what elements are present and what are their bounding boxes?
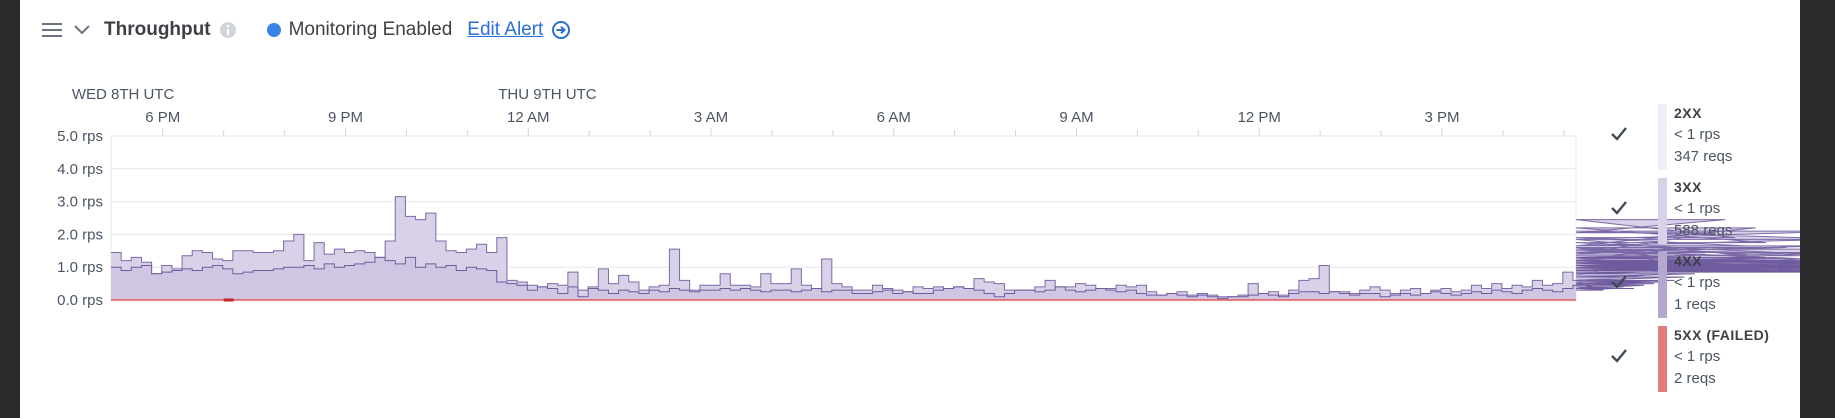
monitoring-status: Monitoring Enabled [288, 19, 453, 40]
legend-entry: 4XX < 1 rps 1 reqs [1674, 250, 1720, 316]
throughput-panel: Throughput Monitoring Enabled Edit Alert… [20, 0, 1800, 418]
failed-request-marker [223, 298, 234, 302]
panel-title: Throughput [104, 19, 211, 40]
x-tick-label: 12 PM [1238, 109, 1281, 126]
legend-checkbox-3[interactable] [1610, 348, 1632, 370]
hamburger-menu-icon[interactable] [42, 20, 64, 40]
legend-checkbox-1[interactable] [1610, 200, 1632, 222]
legend-rate: < 1 rps [1674, 274, 1721, 291]
chevron-down-icon[interactable] [72, 20, 92, 40]
y-tick-label: 5.0 rps [57, 128, 103, 145]
throughput-chart: 0.0 rps 1.0 rps 2.0 rps 3.0 rps 4.0 rps 5.0 r… [57, 86, 1800, 309]
series-3xx-line [111, 196, 1800, 298]
series-2xx-line [111, 256, 1800, 299]
legend-swatch [1658, 178, 1667, 244]
legend-entry: 3XX < 1 rps 588 reqs [1674, 176, 1732, 242]
checkmark-icon [1611, 127, 1627, 141]
x-tick-label: 6 AM [877, 109, 911, 126]
legend-entry: 2XX < 1 rps 347 reqs [1674, 102, 1732, 168]
legend-swatch [1658, 104, 1667, 170]
legend-checkbox-0[interactable] [1610, 126, 1632, 148]
legend-name: 2XX [1674, 105, 1702, 121]
edit-alert-link[interactable]: Edit Alert [467, 19, 544, 40]
x-tick-label: 3 AM [694, 109, 728, 126]
legend-name: 4XX [1674, 253, 1702, 269]
legend-swatch [1658, 252, 1667, 318]
legend-rate: < 1 rps [1674, 126, 1721, 143]
legend-rate: < 1 rps [1674, 200, 1721, 217]
checkmark-icon [1611, 275, 1627, 289]
y-tick-label: 2.0 rps [57, 226, 103, 243]
info-icon[interactable] [219, 21, 237, 39]
y-tick-label: 4.0 rps [57, 161, 103, 178]
x-tick-label: 12 AM [507, 109, 550, 126]
legend-count: 588 reqs [1674, 222, 1733, 239]
panel-header: Throughput Monitoring Enabled Edit Alert [42, 14, 571, 46]
legend-swatch [1658, 326, 1667, 392]
x-tick-label: 9 AM [1059, 109, 1093, 126]
x-tick-label: 3 PM [1424, 109, 1459, 126]
legend-entry: 5XX (FAILED) < 1 rps 2 reqs [1674, 324, 1769, 390]
legend-count: 2 reqs [1674, 370, 1716, 387]
x-tick-label: 9 PM [328, 109, 363, 126]
x-tick-label: 6 PM [145, 109, 180, 126]
status-dot-icon [266, 23, 281, 37]
date-label: THU 9TH UTC [498, 86, 596, 103]
legend-name: 3XX [1674, 179, 1702, 195]
legend-count: 347 reqs [1674, 148, 1733, 165]
y-tick-label: 0.0 rps [57, 292, 103, 309]
arrow-circle-right-icon[interactable] [551, 20, 571, 40]
date-label: WED 8TH UTC [72, 86, 175, 103]
checkmark-icon [1611, 201, 1627, 215]
legend-rate: < 1 rps [1674, 348, 1721, 365]
legend-checkbox-2[interactable] [1610, 274, 1632, 296]
y-tick-label: 3.0 rps [57, 194, 103, 211]
y-tick-label: 1.0 rps [57, 259, 103, 276]
legend-count: 1 reqs [1674, 296, 1716, 313]
legend-name: 5XX (FAILED) [1674, 327, 1770, 343]
checkmark-icon [1611, 349, 1627, 363]
